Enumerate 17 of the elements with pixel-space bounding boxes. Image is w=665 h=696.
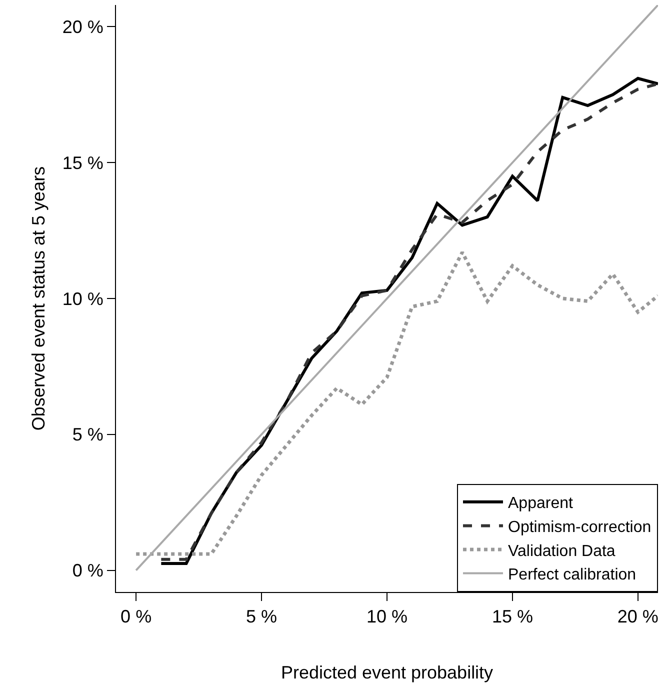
x-tick-label: 5 % (246, 606, 278, 627)
legend-label: Optimism-correction (508, 518, 652, 536)
legend-label: Validation Data (508, 542, 616, 560)
y-tick-label: 5 % (72, 424, 104, 445)
x-tick-label: 20 % (617, 606, 658, 627)
x-axis-title: Predicted event probability (280, 662, 494, 683)
x-tick-label: 0 % (120, 606, 152, 627)
y-tick-label: 0 % (72, 560, 104, 581)
y-tick-label: 20 % (62, 17, 104, 38)
y-axis-title: Observed event status at 5 years (28, 166, 49, 431)
y-tick-label: 10 % (62, 288, 104, 309)
x-tick-label: 15 % (492, 606, 533, 627)
x-tick-label: 10 % (366, 606, 408, 627)
line-series (134, 250, 658, 556)
legend-label: Apparent (508, 495, 574, 512)
legend-label: Perfect calibration (508, 566, 636, 584)
y-tick-label: 15 % (62, 152, 104, 173)
